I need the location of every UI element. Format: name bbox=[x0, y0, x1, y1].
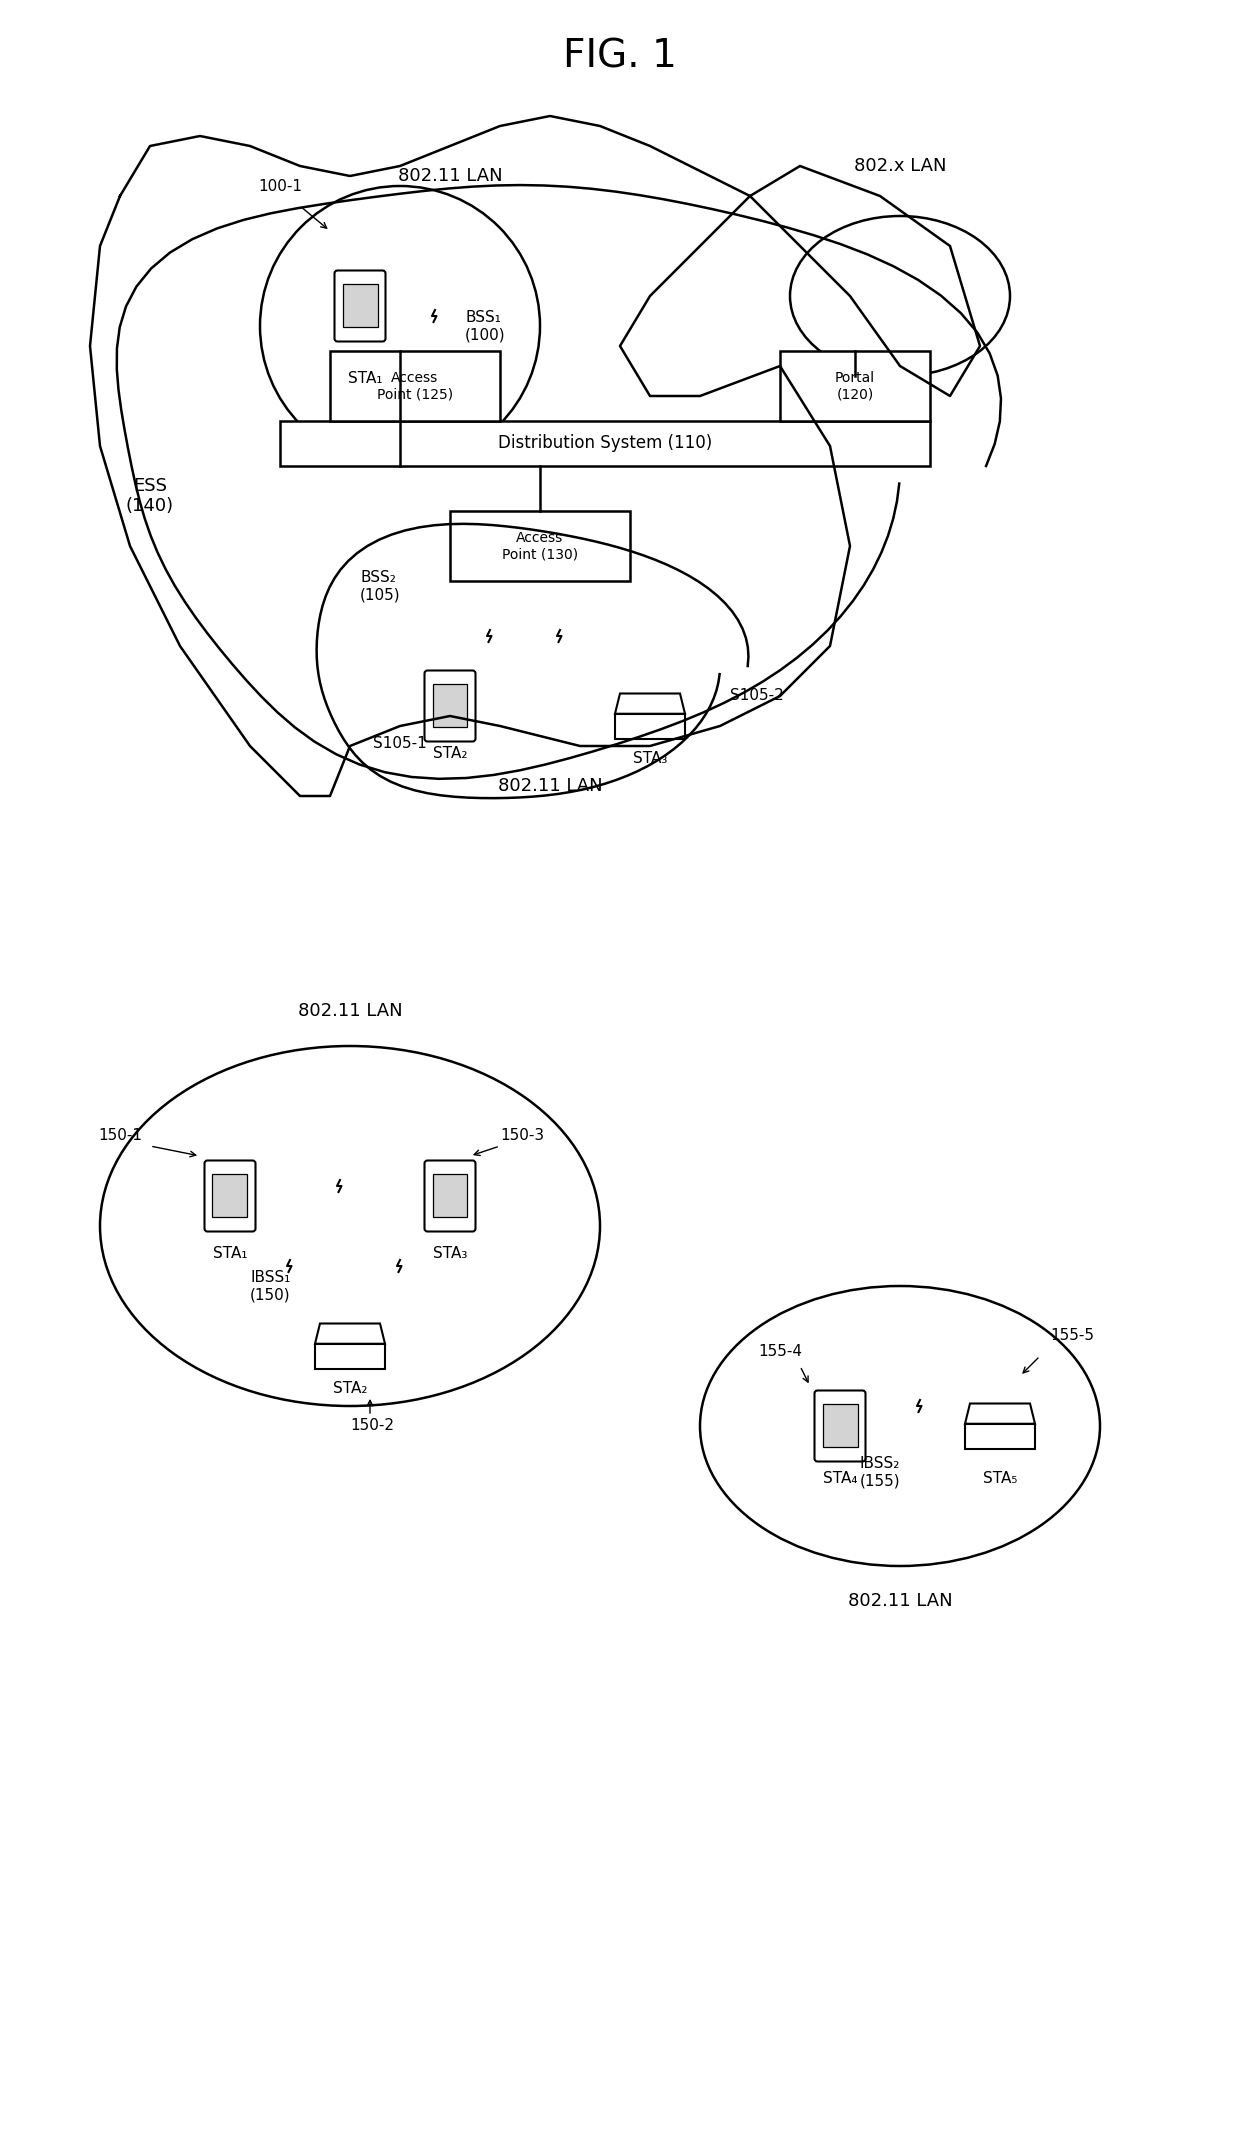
Text: 155-4: 155-4 bbox=[758, 1343, 802, 1358]
Text: IBSS₂
(155): IBSS₂ (155) bbox=[859, 1455, 900, 1489]
FancyBboxPatch shape bbox=[424, 1161, 475, 1232]
Bar bbox=[780, 352, 930, 421]
Text: STA₄: STA₄ bbox=[823, 1470, 857, 1485]
Bar bbox=[212, 1174, 248, 1217]
Text: FIG. 1: FIG. 1 bbox=[563, 36, 677, 75]
Bar bbox=[822, 1403, 858, 1446]
Bar bbox=[315, 1343, 384, 1369]
Text: STA₁: STA₁ bbox=[213, 1247, 247, 1262]
Text: BSS₁
(100): BSS₁ (100) bbox=[465, 309, 506, 341]
Text: 802.x LAN: 802.x LAN bbox=[854, 157, 946, 176]
Text: 802.11 LAN: 802.11 LAN bbox=[497, 777, 603, 794]
Polygon shape bbox=[965, 1403, 1035, 1423]
Text: STA₂: STA₂ bbox=[433, 747, 467, 762]
Text: STA₃: STA₃ bbox=[632, 751, 667, 766]
Text: STA₂: STA₂ bbox=[332, 1382, 367, 1397]
Text: STA₃: STA₃ bbox=[433, 1247, 467, 1262]
Bar bbox=[280, 421, 930, 466]
Polygon shape bbox=[315, 1324, 384, 1343]
Polygon shape bbox=[615, 693, 684, 715]
Bar bbox=[330, 352, 500, 421]
Text: S105-1: S105-1 bbox=[373, 736, 427, 751]
Bar bbox=[342, 283, 377, 326]
Text: IBSS₁
(150): IBSS₁ (150) bbox=[250, 1270, 290, 1303]
FancyBboxPatch shape bbox=[815, 1391, 866, 1461]
Text: STA₅: STA₅ bbox=[983, 1470, 1017, 1485]
Text: Distribution System (110): Distribution System (110) bbox=[498, 433, 712, 453]
Text: Access
Point (125): Access Point (125) bbox=[377, 371, 453, 401]
Text: 150-3: 150-3 bbox=[500, 1129, 544, 1144]
Text: S105-2: S105-2 bbox=[730, 689, 784, 704]
Text: 150-1: 150-1 bbox=[98, 1129, 143, 1144]
Text: 100-1: 100-1 bbox=[258, 178, 303, 193]
Bar bbox=[450, 511, 630, 582]
Text: 802.11 LAN: 802.11 LAN bbox=[298, 1002, 402, 1019]
FancyBboxPatch shape bbox=[205, 1161, 255, 1232]
Text: 150-2: 150-2 bbox=[350, 1419, 394, 1434]
Text: 802.11 LAN: 802.11 LAN bbox=[398, 167, 502, 185]
Text: ESS
(140): ESS (140) bbox=[126, 476, 174, 515]
Text: STA₁: STA₁ bbox=[347, 371, 382, 386]
Text: 155-5: 155-5 bbox=[1050, 1328, 1094, 1343]
FancyBboxPatch shape bbox=[335, 270, 386, 341]
Text: 802.11 LAN: 802.11 LAN bbox=[848, 1592, 952, 1610]
Text: Access
Point (130): Access Point (130) bbox=[502, 530, 578, 560]
FancyBboxPatch shape bbox=[424, 670, 475, 743]
Text: BSS₂
(105): BSS₂ (105) bbox=[360, 571, 401, 603]
Bar bbox=[965, 1423, 1035, 1449]
Bar bbox=[615, 715, 684, 738]
Text: Portal
(120): Portal (120) bbox=[835, 371, 875, 401]
Bar bbox=[433, 1174, 467, 1217]
Bar bbox=[433, 682, 467, 727]
